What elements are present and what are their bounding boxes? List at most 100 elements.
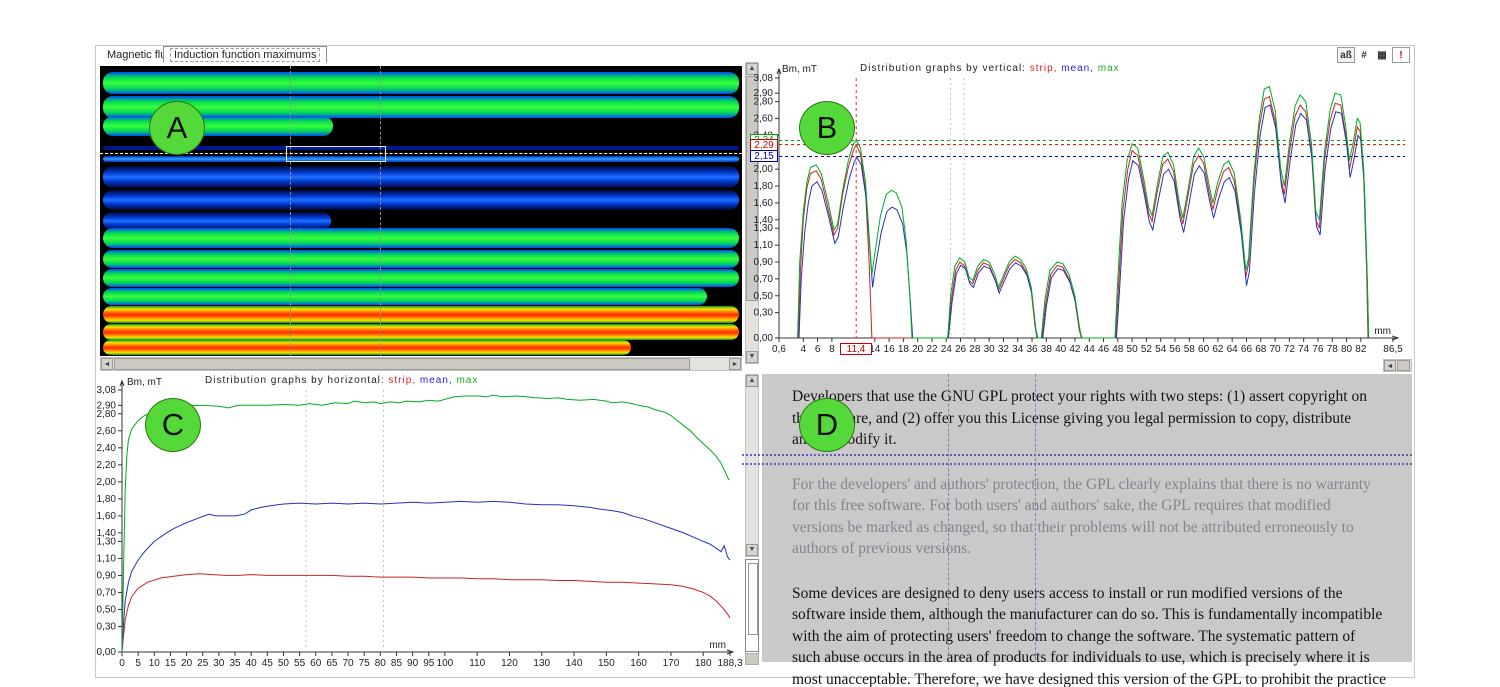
scrollbar-thumb[interactable] xyxy=(748,563,758,635)
scroll-up-icon[interactable]: ▲ xyxy=(746,375,758,387)
heatmap-cursor-line xyxy=(100,153,742,154)
scroll-down-icon[interactable]: ▼ xyxy=(746,544,758,556)
heatmap-band xyxy=(103,306,739,323)
series-max xyxy=(121,394,730,653)
x-units-label: mm xyxy=(709,640,726,651)
y-tick-label: 0,00 xyxy=(754,333,774,344)
x-tick-label: 60 xyxy=(310,658,322,669)
y-tick-label: 2,20 xyxy=(97,460,117,471)
scrollbar-thumb[interactable] xyxy=(114,358,690,370)
x-tick-label: 50 xyxy=(278,658,290,669)
chartB-plot[interactable]: 3,082,902,802,602,402,001,801,601,401,30… xyxy=(745,55,1413,365)
x-tick-label: 80 xyxy=(375,658,387,669)
chart-mini-scrollbar[interactable]: ◄ xyxy=(1383,359,1412,372)
series-mean xyxy=(121,500,731,653)
heatmap-band xyxy=(103,250,739,268)
x-tick-label: 55 xyxy=(294,658,306,669)
x-tick-label: 60 xyxy=(1198,344,1210,355)
paragraph: Some devices are designed to deny users … xyxy=(792,584,1386,687)
table-button[interactable]: ▦ xyxy=(1373,47,1391,63)
x-tick-label: 75 xyxy=(359,658,371,669)
chartC-plot[interactable]: 3,08 2,902,80 2,60 2,40 2,20 2,00 1,80 1,60 1,40… xyxy=(95,370,755,670)
chartC-title: Distribution graphs by horizontal: strip… xyxy=(205,375,478,386)
legend-item-max: max xyxy=(1097,63,1120,74)
table-icon: ▦ xyxy=(1377,49,1387,61)
document-scrollbar[interactable] xyxy=(745,559,759,652)
annotation-circle-a: A xyxy=(149,101,205,155)
heatmap-band xyxy=(103,288,707,305)
y-tick-label: 2,00 xyxy=(754,164,774,175)
scroll-right-icon[interactable]: ► xyxy=(729,358,741,370)
x-tick-label: 188,3 xyxy=(718,658,743,669)
x-tick-label: 4 xyxy=(801,344,807,355)
y-tick-label: 3,08 xyxy=(754,73,774,84)
y-tick-label: 0,30 xyxy=(97,621,117,632)
x-tick-label: 95 xyxy=(423,658,435,669)
y-tick-label: 1,30 xyxy=(754,223,774,234)
annotation-circle-b: B xyxy=(799,101,855,155)
y-tick-label: 1,40 xyxy=(754,215,774,226)
y-tick-label: 0,90 xyxy=(97,570,117,581)
y-tick-label: 0,90 xyxy=(754,257,774,268)
y-tick-label: 0,30 xyxy=(754,308,774,319)
x-tick-label: 16 xyxy=(884,344,896,355)
heatmap-band xyxy=(103,212,331,230)
y-tick-label: 2,90 xyxy=(754,88,774,99)
cursor-guide-line xyxy=(742,463,1412,465)
x-tick-label: 54 xyxy=(1155,344,1167,355)
series-strip xyxy=(797,95,1369,339)
y-tick-label: 1,60 xyxy=(97,511,117,522)
tab-induction-function-maximums[interactable]: Induction function maximums xyxy=(163,46,328,63)
y-tick-label: 1,10 xyxy=(97,553,117,564)
x-tick-label: 64 xyxy=(1227,344,1239,355)
cursor-guide-line xyxy=(380,66,381,356)
lower-vertical-scrollbar[interactable]: ▲ ▼ xyxy=(745,374,759,557)
heatmap-band xyxy=(103,72,739,94)
x-tick-label: 52 xyxy=(1141,344,1153,355)
x-tick-label: 65 xyxy=(326,658,338,669)
x-tick-label: 68 xyxy=(1255,344,1267,355)
heatmap-horizontal-scrollbar[interactable]: ◄ ► xyxy=(100,357,742,371)
font-style-icon: aß xyxy=(1340,49,1352,61)
x-tick-label: 72 xyxy=(1284,344,1296,355)
x-tick-label: 26 xyxy=(955,344,967,355)
grid-button[interactable]: # xyxy=(1355,47,1373,63)
x-tick-label: 70 xyxy=(1270,344,1282,355)
scrollbar-thumb[interactable] xyxy=(746,76,758,301)
cursor-guide-line xyxy=(742,454,1412,456)
induction-heatmap[interactable] xyxy=(100,66,742,356)
x-tick-label: 42 xyxy=(1069,344,1081,355)
font-style-button[interactable]: aß xyxy=(1337,47,1355,63)
scroll-up-icon[interactable]: ▲ xyxy=(746,63,758,75)
series-strip xyxy=(121,573,731,653)
alert-icon: ! xyxy=(1399,49,1403,61)
x-tick-label: 56 xyxy=(1169,344,1181,355)
x-tick-label: 25 xyxy=(197,658,209,669)
x-tick-label: 38 xyxy=(1041,344,1053,355)
x-tick-label: 50 xyxy=(1127,344,1139,355)
x-tick-label: 46 xyxy=(1098,344,1110,355)
resize-corner[interactable] xyxy=(745,653,759,665)
scrollbar-thumb[interactable] xyxy=(1397,360,1410,371)
x-tick-label: 58 xyxy=(1184,344,1196,355)
x-tick-label: 140 xyxy=(566,658,583,669)
x-tick-label: 85 xyxy=(391,658,403,669)
scroll-left-icon[interactable]: ◄ xyxy=(1384,360,1396,371)
x-tick-label: 44 xyxy=(1084,344,1096,355)
x-tick-label: 20 xyxy=(181,658,193,669)
x-tick-label: 74 xyxy=(1298,344,1310,355)
scroll-left-icon[interactable]: ◄ xyxy=(101,358,113,370)
chart-title-text: Distribution graphs by horizontal: xyxy=(205,375,389,386)
alert-button[interactable]: ! xyxy=(1392,47,1410,63)
x-tick-label: 120 xyxy=(501,658,518,669)
annotation-circle-c: C xyxy=(145,398,201,452)
series-mean xyxy=(798,104,1370,339)
x-tick-label: 48 xyxy=(1112,344,1124,355)
license-text-panel[interactable]: Developers that use the GNU GPL protect … xyxy=(762,374,1412,687)
y-tick-label: 0,50 xyxy=(754,291,774,302)
grid-icon: # xyxy=(1361,49,1367,61)
scroll-down-icon[interactable]: ▼ xyxy=(746,351,758,363)
paragraph-faded: For the developers' and authors' protect… xyxy=(792,475,1371,558)
x-tick-label: 160 xyxy=(630,658,647,669)
x-tick-label: 32 xyxy=(998,344,1010,355)
